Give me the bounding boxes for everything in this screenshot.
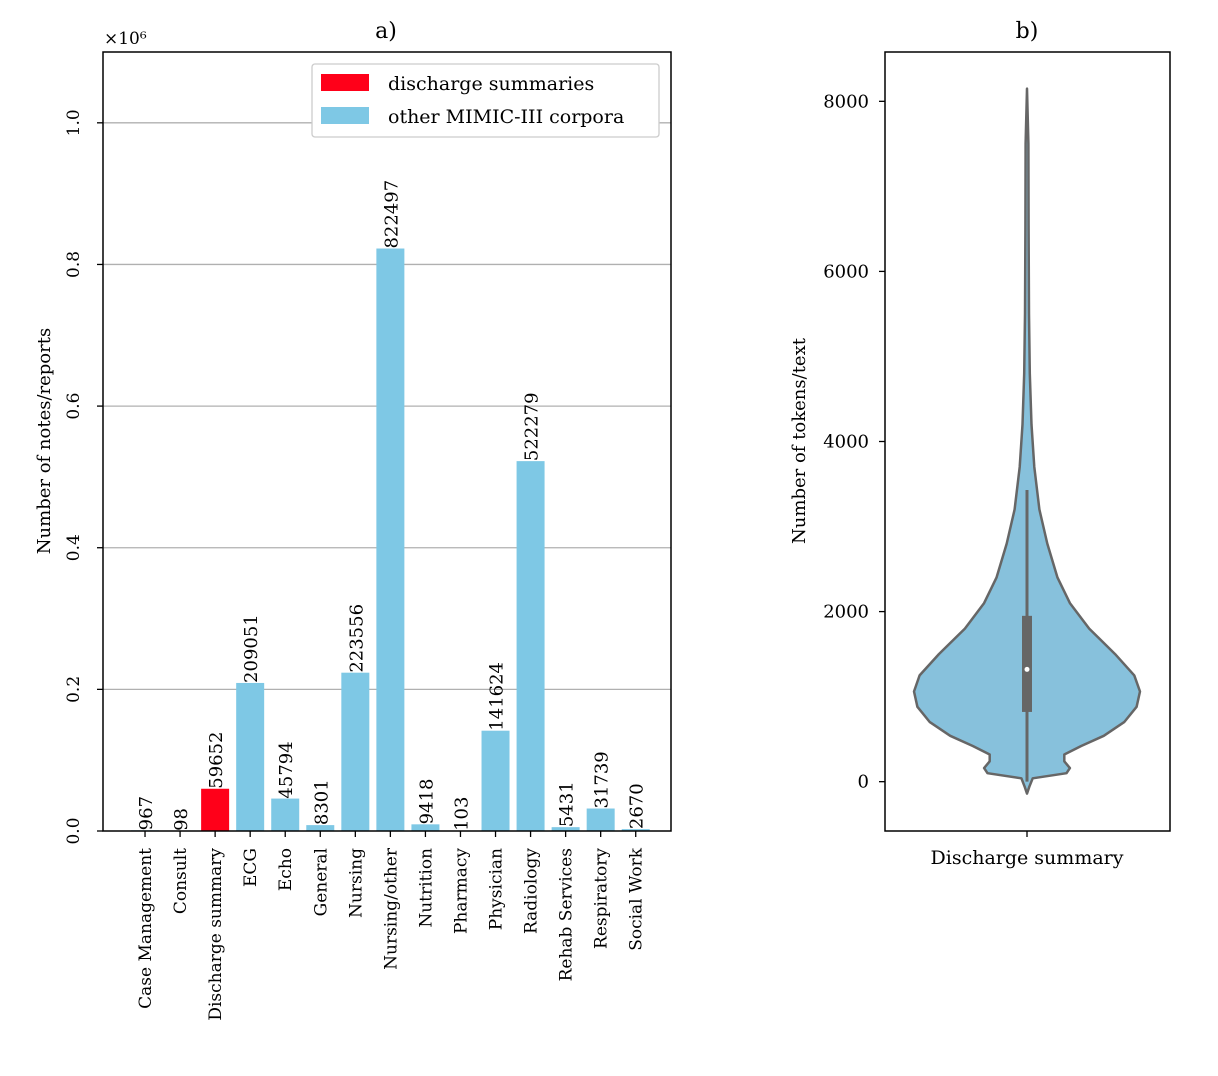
panel-a-bars: [131, 248, 650, 831]
bar: [271, 798, 300, 831]
bar-value-label: 967: [136, 796, 157, 830]
bar: [586, 808, 615, 831]
panel-b-title: b): [1016, 19, 1039, 44]
x-tick-label: Case Management: [136, 848, 156, 1009]
bar-value-label: 522279: [522, 392, 543, 461]
legend-label-other: other MIMIC-III corpora: [388, 106, 624, 128]
bar-value-label: 141624: [487, 662, 508, 731]
x-tick-label: Physician: [487, 848, 507, 930]
panel-a-axes-frame: [102, 51, 672, 832]
bar: [201, 788, 230, 831]
x-tick-label: Rehab Services: [557, 848, 577, 981]
bar: [306, 825, 335, 831]
bar-value-label: 59652: [206, 731, 227, 788]
bar-value-label: 223556: [346, 604, 367, 673]
x-tick-label: Discharge summary: [931, 847, 1124, 869]
panel-a-legend: discharge summaries other MIMIC-III corp…: [311, 63, 660, 138]
bar-value-label: 8301: [311, 779, 332, 825]
bar: [551, 827, 580, 831]
violin-median-dot: [1024, 666, 1030, 672]
bar: [376, 248, 405, 831]
panel-a-y-axis-label: Number of notes/reports: [34, 328, 55, 554]
bar: [341, 672, 370, 831]
x-tick-label: Radiology: [522, 848, 542, 934]
x-tick-label: Nutrition: [416, 848, 436, 928]
panel-b-y-axis-label: Number of tokens/text: [789, 337, 810, 544]
x-tick-label: Echo: [276, 848, 296, 891]
bar-value-label: 103: [451, 797, 472, 831]
x-tick-label: Nursing/other: [381, 847, 401, 970]
x-tick-label: Respiratory: [592, 848, 612, 949]
x-tick-label: Nursing: [346, 848, 366, 918]
bar-value-label: 9418: [416, 779, 437, 825]
bar-value-label: 209051: [241, 614, 262, 683]
bar-value-label: 5431: [557, 781, 578, 827]
x-tick-label: ECG: [241, 848, 261, 887]
y-tick-label: 0: [858, 772, 869, 793]
x-tick-label: Social Work: [627, 847, 647, 950]
bar: [236, 682, 265, 831]
panel-a-y-multiplier: ×10⁶: [104, 29, 147, 49]
panel-b-y-ticks: 0 2000 4000 6000 8000: [823, 91, 885, 793]
legend-swatch-other: [321, 107, 369, 124]
x-tick-label: General: [311, 848, 331, 916]
bar-value-label: 98: [171, 808, 192, 831]
y-tick-label: 4000: [823, 432, 869, 453]
legend-label-discharge: discharge summaries: [388, 73, 594, 95]
y-tick-label: 8000: [823, 91, 869, 112]
bar-value-label: 822497: [381, 180, 402, 249]
panel-b-violin-chart: b) Number of tokens/text 0 2000 4000 6000 80…: [789, 19, 1171, 869]
legend-frame: [311, 63, 660, 138]
x-tick-label: Discharge summary: [206, 848, 226, 1021]
y-tick-label: 0.6: [64, 393, 84, 420]
y-tick-label: 0.4: [64, 534, 84, 561]
bar-value-label: 31739: [592, 751, 613, 808]
bar: [516, 461, 545, 831]
panel-a-title: a): [375, 19, 397, 44]
legend-swatch-discharge: [321, 74, 369, 91]
bar: [411, 824, 440, 831]
x-tick-label: Pharmacy: [451, 848, 471, 934]
x-tick-label: Consult: [171, 848, 191, 914]
panel-b-x-ticks: Discharge summary: [931, 831, 1124, 869]
y-tick-label: 6000: [823, 261, 869, 282]
bar: [621, 829, 650, 831]
panel-a-y-ticks: 0.0 0.2 0.4 0.6 0.8 1.0: [64, 109, 103, 845]
bar-value-label: 45794: [276, 741, 297, 798]
y-tick-label: 0.8: [64, 251, 84, 278]
y-tick-label: 0.2: [64, 676, 84, 703]
violin-body: [912, 87, 1142, 795]
y-tick-label: 1.0: [64, 109, 84, 136]
bar: [481, 730, 510, 831]
y-tick-label: 0.0: [64, 817, 84, 844]
violin-iqr-box: [1022, 615, 1032, 712]
panel-a-x-ticks: Case Management Consult Discharge summary E…: [136, 831, 647, 1021]
panel-a-value-labels: 967 98 59652 209051 45794 8301 223556 822497 941…: [136, 180, 648, 831]
y-tick-label: 2000: [823, 602, 869, 623]
bar-value-label: 2670: [627, 783, 648, 829]
panel-a-bar-chart: a) ×10⁶ Number of notes/reports 967 98 596…: [34, 19, 672, 1021]
